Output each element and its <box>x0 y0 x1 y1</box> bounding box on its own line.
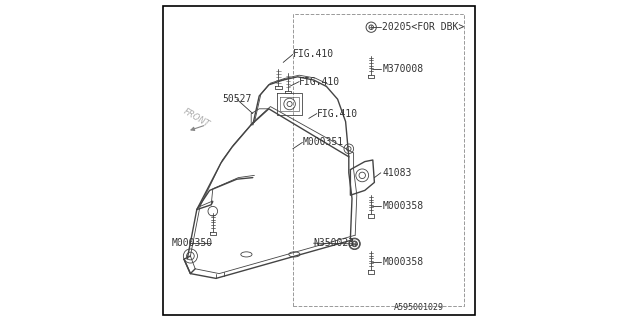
Text: FIG.410: FIG.410 <box>292 49 334 60</box>
Text: 20205<FOR DBK>: 20205<FOR DBK> <box>383 22 465 32</box>
Text: FIG.410: FIG.410 <box>300 76 340 87</box>
Text: FIG.410: FIG.410 <box>317 108 358 119</box>
Text: M000350: M000350 <box>172 238 212 248</box>
Text: M000351: M000351 <box>302 137 344 148</box>
Text: M370008: M370008 <box>383 64 424 74</box>
Text: A595001029: A595001029 <box>394 303 444 312</box>
Text: M000358: M000358 <box>383 201 424 212</box>
Text: 50527: 50527 <box>223 94 252 104</box>
Text: FRONT: FRONT <box>182 107 211 130</box>
Text: 41083: 41083 <box>383 168 412 178</box>
Text: N350023: N350023 <box>314 238 355 248</box>
Text: M000358: M000358 <box>383 257 424 268</box>
